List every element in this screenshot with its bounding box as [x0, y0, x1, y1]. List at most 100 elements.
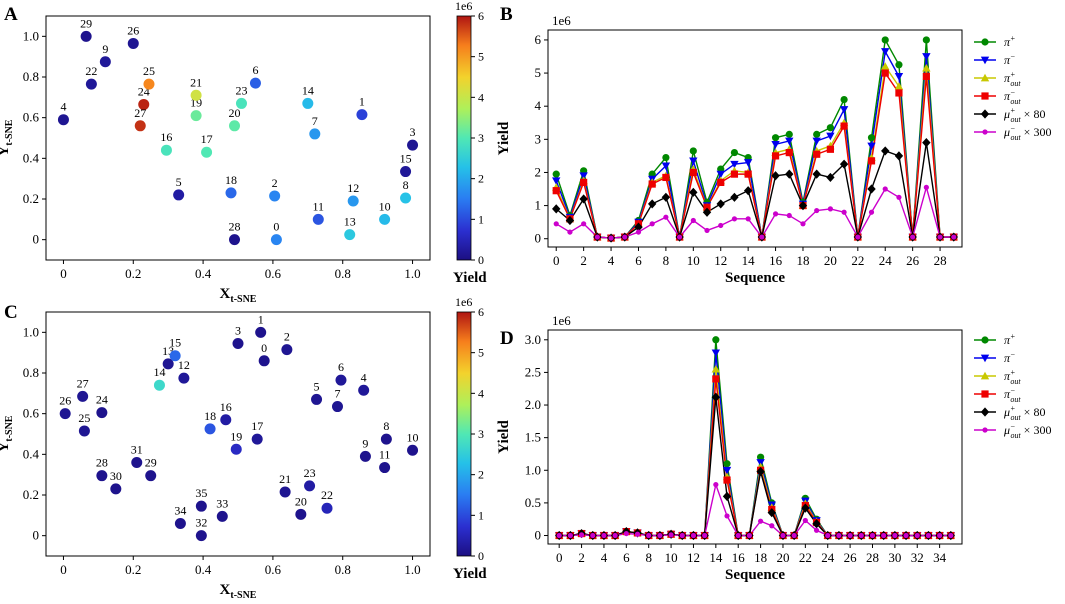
marker-circle	[594, 234, 600, 240]
data-point	[174, 517, 186, 529]
legend-entry: π−	[1004, 350, 1015, 365]
x-tick-label: 8	[663, 253, 670, 268]
y-tick-label: 2.5	[525, 364, 541, 379]
data-point	[190, 110, 202, 122]
marker-circle	[869, 532, 876, 539]
marker-circle	[731, 216, 738, 222]
y-tick-label: 0.8	[23, 365, 39, 380]
colorbar-a: 0 1 2 3 4 5 6 1e6 Yield	[453, 0, 487, 286]
x-tick-label: 0.8	[335, 562, 351, 577]
data-point	[311, 393, 323, 405]
data-point	[407, 139, 419, 151]
marker-circle	[608, 235, 614, 241]
colorbar-tick-label: 1	[478, 212, 484, 226]
point-label: 16	[160, 130, 172, 144]
marker-diamond	[894, 151, 904, 161]
data-point	[78, 425, 90, 437]
marker-circle	[769, 523, 775, 529]
marker-circle	[791, 532, 797, 539]
x-tick-label: 0	[556, 550, 563, 565]
marker-circle	[840, 95, 848, 104]
line-panel-b: 0 2 4 6 8 10 12 14 16 18 20 22 24 26 2801234561e6Seque…	[496, 13, 1051, 286]
plot-frame	[547, 329, 963, 545]
legend-sub: out	[1010, 413, 1021, 422]
data-point	[153, 379, 165, 391]
point-label: 18	[204, 409, 216, 423]
marker-diamond	[661, 192, 671, 202]
x-tick-label: 0	[60, 266, 67, 281]
point-label: 28	[96, 456, 108, 470]
point-label: 22	[85, 64, 97, 78]
legend-entry: π+ out	[1004, 368, 1021, 386]
marker-square	[580, 178, 588, 186]
marker-circle	[649, 221, 655, 227]
scatter-panel-a: 00.20.40.60.81.000.20.40.60.81.0Xt-SNEYt…	[0, 15, 431, 305]
data-point	[204, 423, 216, 435]
marker-triangle-down	[812, 137, 821, 146]
marker-triangle-down	[722, 466, 732, 475]
marker-circle	[759, 234, 765, 240]
data-point	[59, 408, 71, 420]
marker-circle	[567, 532, 573, 539]
x-tick-label: 30	[888, 550, 901, 565]
point-label: 6	[252, 63, 258, 77]
colorbar-tick-label: 0	[478, 253, 484, 267]
legend-sup: +	[1010, 368, 1015, 377]
legend-entry: π+	[1004, 332, 1015, 347]
y-tick-label: 0	[535, 231, 542, 246]
point-label: 12	[347, 181, 359, 195]
x-tick-label: 16	[732, 550, 746, 565]
data-point	[201, 146, 213, 158]
data-point	[99, 56, 111, 68]
legend-suffix: × 300	[1021, 125, 1052, 139]
x-axis-label-main: X	[220, 582, 231, 598]
marker-circle	[690, 532, 697, 539]
marker-circle	[922, 36, 930, 44]
point-label: 22	[321, 488, 333, 502]
marker-circle	[756, 453, 765, 461]
marker-circle	[948, 532, 954, 539]
data-point	[347, 195, 359, 207]
colorbar-tick-label: 0	[478, 549, 484, 563]
y-tick-label: 2	[535, 164, 542, 179]
data-point	[400, 166, 412, 178]
y-tick-label: 3.0	[525, 332, 541, 347]
point-label: 3	[235, 324, 241, 338]
marker-triangle-down	[711, 349, 721, 358]
data-point	[269, 190, 281, 202]
marker-square	[922, 72, 930, 80]
marker-circle	[785, 130, 793, 138]
point-label: 19	[230, 429, 242, 443]
colorbar-c: 0 1 2 3 4 5 6 1e6 Yield	[453, 295, 487, 582]
marker-triangle-up	[922, 63, 931, 72]
colorbar-label: Yield	[453, 270, 487, 286]
point-label: 3	[410, 125, 416, 139]
y-axis-label: Yt-SNE	[0, 415, 15, 452]
panel-label-d: D	[500, 328, 514, 349]
data-point	[169, 350, 181, 362]
y-axis-label-sub: t-SNE	[4, 119, 15, 145]
legend-entry: π−	[1004, 52, 1015, 67]
legend-sup: +	[1010, 106, 1015, 115]
data-point	[379, 462, 391, 474]
x-tick-label: 0	[553, 253, 560, 268]
x-tick-label: 22	[851, 253, 864, 268]
marker-circle	[713, 482, 719, 488]
marker-triangle-down	[730, 160, 739, 169]
legend-sub: out	[1010, 133, 1021, 142]
data-point	[251, 433, 263, 445]
point-label: 26	[127, 23, 139, 37]
data-point	[220, 414, 232, 426]
x-tick-label: 34	[933, 550, 947, 565]
data-point	[80, 30, 92, 42]
data-point	[138, 98, 150, 110]
legend-entry: μ− out × 300	[1003, 124, 1051, 142]
x-tick-label: 4	[608, 253, 615, 268]
marker-circle	[723, 460, 731, 468]
marker-diamond	[812, 169, 821, 179]
x-tick-label: 0.6	[265, 266, 282, 281]
marker-circle	[896, 194, 902, 200]
marker-square	[703, 203, 711, 211]
data-point	[356, 109, 368, 121]
y-tick-label: 0.6	[23, 110, 40, 125]
